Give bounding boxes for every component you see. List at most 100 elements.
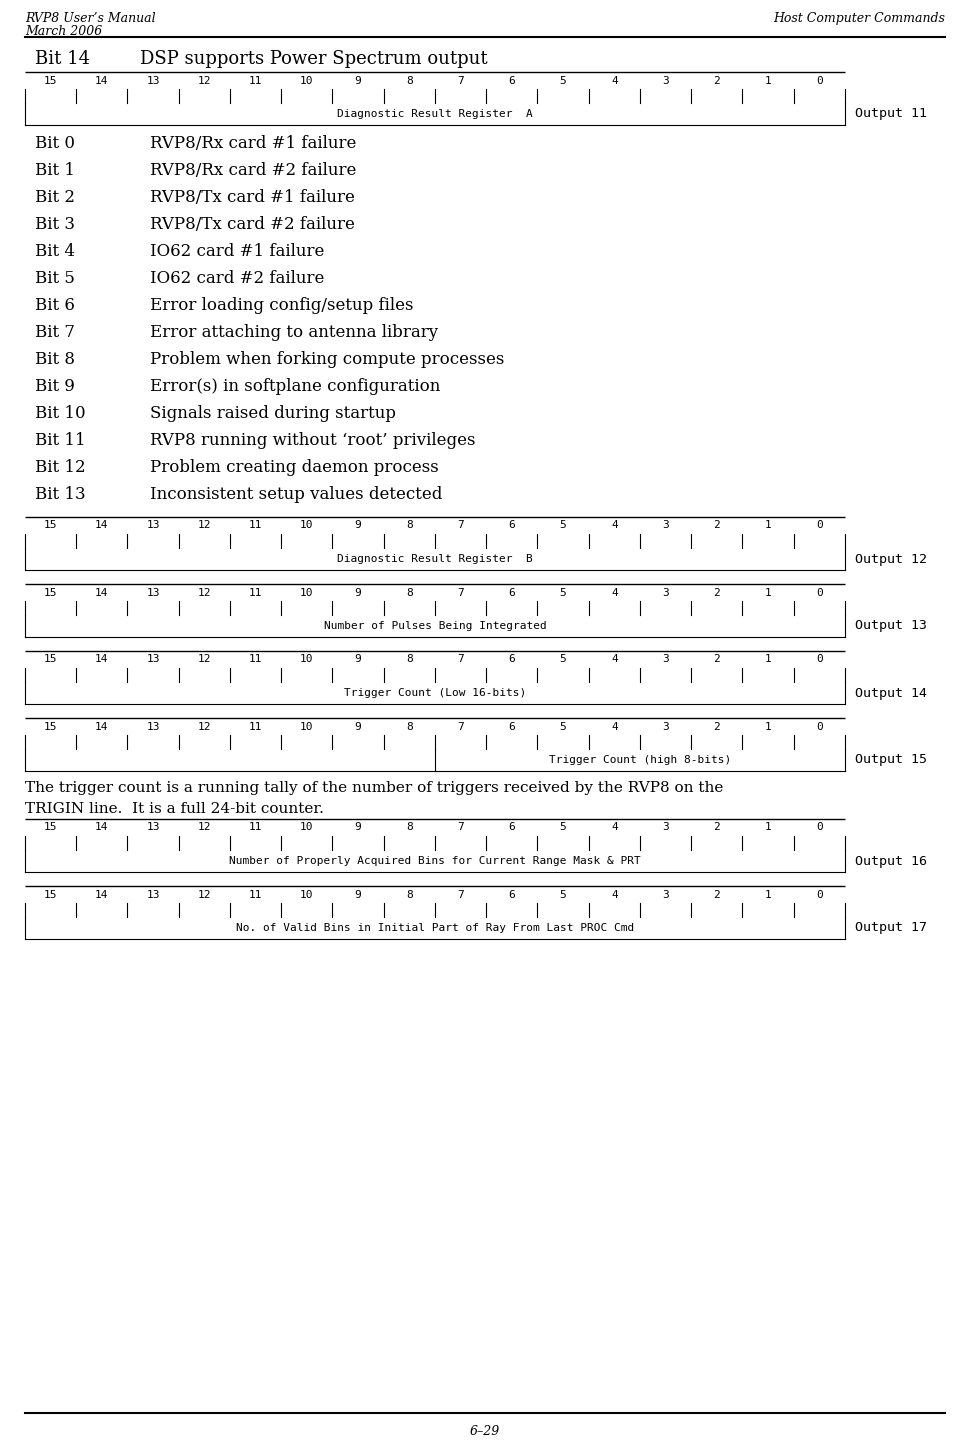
Text: 5: 5 [559,722,566,732]
Text: 6: 6 [508,822,515,832]
Text: Bit 10: Bit 10 [35,404,85,422]
Text: RVP8/Tx card #1 failure: RVP8/Tx card #1 failure [150,189,355,207]
Text: Output 14: Output 14 [854,687,926,700]
Text: 10: 10 [299,655,313,665]
Text: 12: 12 [198,889,211,899]
Text: 4: 4 [610,588,617,598]
Text: 11: 11 [249,822,262,832]
Text: 2: 2 [713,588,720,598]
Text: Bit 3: Bit 3 [35,215,75,233]
Text: 6–29: 6–29 [469,1424,500,1438]
Text: 4: 4 [610,76,617,86]
Text: 2: 2 [713,655,720,665]
Text: 7: 7 [456,889,463,899]
Text: 11: 11 [249,722,262,732]
Text: RVP8/Rx card #2 failure: RVP8/Rx card #2 failure [150,162,356,179]
Text: Bit 7: Bit 7 [35,324,75,340]
Text: 14: 14 [95,822,109,832]
Text: 15: 15 [44,76,57,86]
Text: 8: 8 [406,655,413,665]
Text: 8: 8 [406,722,413,732]
Text: 2: 2 [713,722,720,732]
Text: 14: 14 [95,722,109,732]
Text: 3: 3 [662,722,669,732]
Text: 11: 11 [249,76,262,86]
Text: 9: 9 [355,722,361,732]
Text: RVP8 User’s Manual: RVP8 User’s Manual [25,12,155,25]
Text: Output 16: Output 16 [854,854,926,867]
Text: Output 17: Output 17 [854,921,926,934]
Text: 1: 1 [764,655,770,665]
Text: 5: 5 [559,588,566,598]
Text: 9: 9 [355,588,361,598]
Text: March 2006: March 2006 [25,25,102,38]
Text: 13: 13 [146,822,160,832]
Text: 10: 10 [299,521,313,531]
Text: 0: 0 [815,76,822,86]
Text: Bit 4: Bit 4 [35,243,75,260]
Text: 10: 10 [299,76,313,86]
Text: 13: 13 [146,889,160,899]
Text: 1: 1 [764,76,770,86]
Text: 10: 10 [299,722,313,732]
Text: TRIGIN line.  It is a full 24-bit counter.: TRIGIN line. It is a full 24-bit counter… [25,802,324,816]
Text: Number of Properly Acquired Bins for Current Range Mask & PRT: Number of Properly Acquired Bins for Cur… [229,856,641,866]
Text: 1: 1 [764,588,770,598]
Text: 9: 9 [355,76,361,86]
Text: 4: 4 [610,722,617,732]
Text: The trigger count is a running tally of the number of triggers received by the R: The trigger count is a running tally of … [25,781,723,794]
Text: Problem creating daemon process: Problem creating daemon process [150,458,438,476]
Text: 5: 5 [559,655,566,665]
Text: 9: 9 [355,655,361,665]
Text: 14: 14 [95,889,109,899]
Text: 13: 13 [146,521,160,531]
Text: RVP8 running without ‘root’ privileges: RVP8 running without ‘root’ privileges [150,432,475,450]
Text: 15: 15 [44,822,57,832]
Text: Bit 5: Bit 5 [35,271,75,287]
Text: 1: 1 [764,889,770,899]
Text: 5: 5 [559,521,566,531]
Text: 12: 12 [198,76,211,86]
Text: 13: 13 [146,655,160,665]
Text: 7: 7 [456,722,463,732]
Text: 4: 4 [610,822,617,832]
Text: 5: 5 [559,76,566,86]
Text: 12: 12 [198,655,211,665]
Text: 14: 14 [95,76,109,86]
Text: 12: 12 [198,588,211,598]
Text: Host Computer Commands: Host Computer Commands [772,12,944,25]
Text: 11: 11 [249,588,262,598]
Text: Trigger Count (Low 16-bits): Trigger Count (Low 16-bits) [344,688,525,698]
Text: Output 13: Output 13 [854,620,926,633]
Text: No. of Valid Bins in Initial Part of Ray From Last PROC Cmd: No. of Valid Bins in Initial Part of Ray… [235,922,634,933]
Text: 9: 9 [355,822,361,832]
Text: 13: 13 [146,588,160,598]
Text: 5: 5 [559,889,566,899]
Text: Output 11: Output 11 [854,108,926,121]
Text: 0: 0 [815,722,822,732]
Text: 4: 4 [610,889,617,899]
Text: Bit 9: Bit 9 [35,378,75,394]
Text: IO62 card #1 failure: IO62 card #1 failure [150,243,324,260]
Text: 15: 15 [44,722,57,732]
Text: 11: 11 [249,889,262,899]
Text: 7: 7 [456,76,463,86]
Text: 8: 8 [406,822,413,832]
Text: 15: 15 [44,889,57,899]
Text: 11: 11 [249,655,262,665]
Text: 2: 2 [713,76,720,86]
Text: 14: 14 [95,521,109,531]
Text: 8: 8 [406,521,413,531]
Text: 4: 4 [610,521,617,531]
Text: Bit 14: Bit 14 [35,49,90,68]
Text: 14: 14 [95,588,109,598]
Text: Diagnostic Result Register  B: Diagnostic Result Register B [337,554,532,565]
Text: 15: 15 [44,655,57,665]
Text: 3: 3 [662,655,669,665]
Text: Bit 8: Bit 8 [35,351,75,368]
Text: Trigger Count (high 8-bits): Trigger Count (high 8-bits) [548,755,731,765]
Text: 5: 5 [559,822,566,832]
Text: 3: 3 [662,521,669,531]
Text: 7: 7 [456,521,463,531]
Text: 8: 8 [406,588,413,598]
